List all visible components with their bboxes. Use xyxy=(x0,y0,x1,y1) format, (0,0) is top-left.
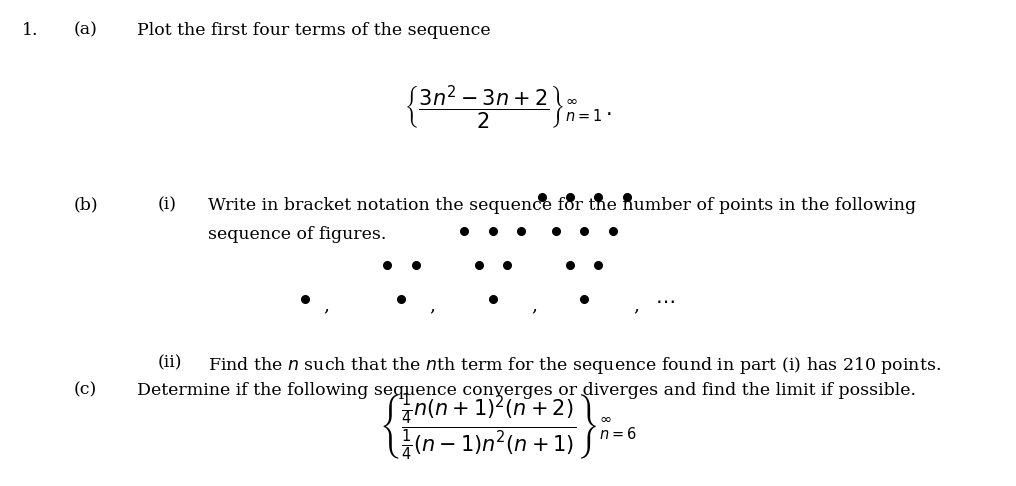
Text: Find the $n$ such that the $n$th term for the sequence found in part (i) has 210: Find the $n$ such that the $n$th term fo… xyxy=(208,355,941,376)
Text: (ii): (ii) xyxy=(157,355,182,372)
Text: ,: , xyxy=(531,296,537,314)
Text: (a): (a) xyxy=(73,22,97,39)
Text: (c): (c) xyxy=(73,382,97,399)
Text: 1.: 1. xyxy=(22,22,39,39)
Text: $\left\{\dfrac{\frac{1}{4}n(n+1)^2(n+2)}{\frac{1}{4}(n-1)n^2(n+1)}\right\}_{n=6}: $\left\{\dfrac{\frac{1}{4}n(n+1)^2(n+2)}… xyxy=(379,393,637,462)
Text: Write in bracket notation the sequence for the number of points in the following: Write in bracket notation the sequence f… xyxy=(208,197,916,214)
Text: $\cdots$: $\cdots$ xyxy=(655,292,675,311)
Text: ,: , xyxy=(323,296,329,314)
Text: sequence of figures.: sequence of figures. xyxy=(208,226,387,243)
Text: ,: , xyxy=(430,296,436,314)
Text: (b): (b) xyxy=(73,197,98,214)
Text: Determine if the following sequence converges or diverges and find the limit if : Determine if the following sequence conv… xyxy=(137,382,916,399)
Text: $\left\{\dfrac{3n^2-3n+2}{2}\right\}_{n=1}^{\infty}$$\,.$: $\left\{\dfrac{3n^2-3n+2}{2}\right\}_{n=… xyxy=(404,84,612,130)
Text: ,: , xyxy=(633,296,639,314)
Text: (i): (i) xyxy=(157,197,177,214)
Text: Plot the first four terms of the sequence: Plot the first four terms of the sequenc… xyxy=(137,22,491,39)
